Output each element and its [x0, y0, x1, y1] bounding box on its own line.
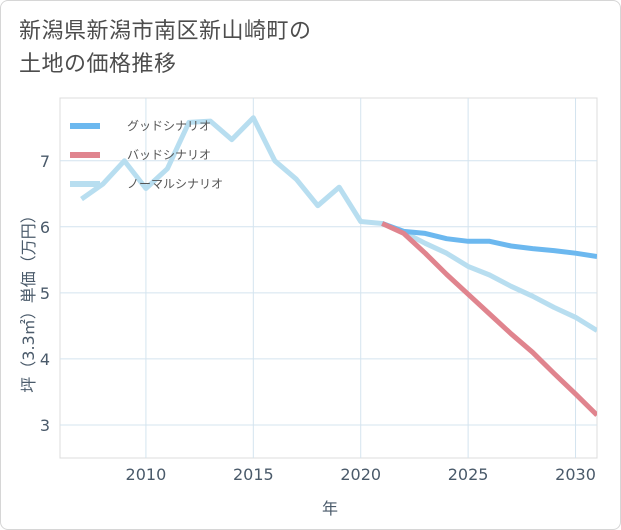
x-axis-ticks: 2010 2015 2020 2025 2030 [126, 465, 596, 484]
y-tick-label: 6 [40, 218, 50, 237]
legend-label: グッドシナリオ [127, 119, 211, 133]
plot-area [59, 97, 598, 459]
x-axis-label: 年 [322, 499, 338, 518]
x-tick-label: 2020 [340, 465, 381, 484]
x-tick-label: 2015 [233, 465, 274, 484]
y-tick-label: 3 [40, 416, 50, 435]
y-axis-ticks: 3 4 5 6 7 [40, 152, 50, 435]
series-line-1 [381, 221, 597, 417]
y-tick-label: 7 [40, 152, 50, 171]
x-tick-label: 2010 [126, 465, 167, 484]
chart-title: 新潟県新潟市南区新山崎町の 土地の価格推移 [19, 15, 439, 81]
series-line-0 [381, 221, 597, 259]
y-axis-label: 坪（3.3㎡）単価（万円） [19, 207, 38, 392]
x-tick-label: 2025 [448, 465, 489, 484]
legend-label: バッドシナリオ [127, 148, 211, 162]
legend-label: ノーマルシナリオ [127, 177, 223, 191]
chart-title-line-1: 新潟県新潟市南区新山崎町の [19, 19, 312, 44]
series-line-2 [80, 115, 597, 333]
x-tick-label: 2030 [555, 465, 596, 484]
grid-lines [60, 98, 597, 458]
series-lines [80, 115, 597, 417]
chart-title-line-2: 土地の価格推移 [19, 52, 177, 77]
y-tick-label: 5 [40, 284, 50, 303]
y-tick-label: 4 [40, 350, 50, 369]
